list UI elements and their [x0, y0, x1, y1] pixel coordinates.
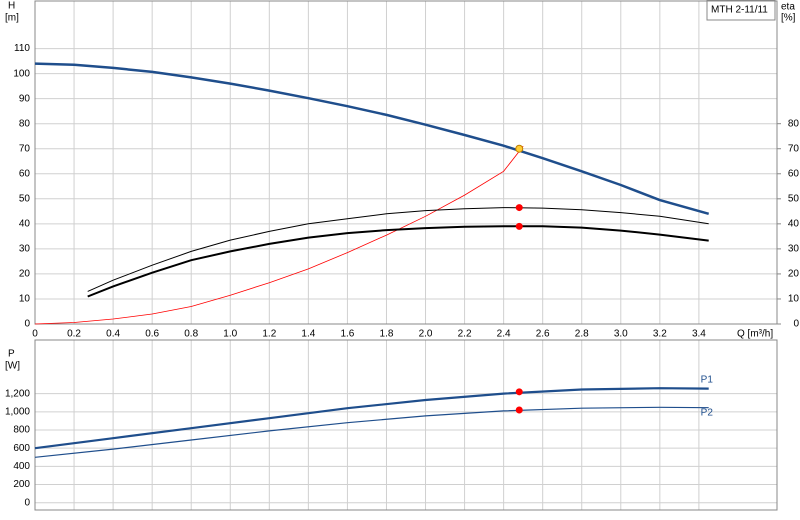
series-label: P2	[701, 407, 714, 418]
x-tick-label: 2.4	[497, 329, 511, 340]
x-tick-label: 1.2	[262, 329, 276, 340]
eta-axis-label: eta	[781, 2, 795, 13]
series-label: P1	[701, 374, 714, 385]
duty-point	[515, 204, 523, 212]
y-tick-label: 70	[19, 143, 31, 154]
y2-tick-label: 10	[788, 294, 800, 305]
chart-title: MTH 2-11/11	[711, 5, 768, 16]
x-tick-label: 1.8	[380, 329, 394, 340]
p-axis-unit: [W]	[5, 361, 20, 372]
y2-tick-label: 80	[788, 118, 800, 129]
x-tick-label: 1.6	[340, 329, 354, 340]
y-tick-label: 40	[19, 218, 31, 229]
y-tick-label: 60	[19, 168, 31, 179]
y-tick-label: 1,200	[5, 388, 30, 399]
y-tick-label: 0	[24, 319, 30, 330]
y-tick-label: 200	[13, 479, 30, 490]
x-tick-label: 3.2	[653, 329, 667, 340]
y-tick-label: 90	[19, 93, 31, 104]
y-tick-label: 800	[13, 425, 30, 436]
y-tick-label: 30	[19, 244, 31, 255]
x-tick-label: 0.2	[67, 329, 81, 340]
eta-axis-unit: [%]	[781, 13, 796, 24]
curve	[34, 387, 709, 450]
p-axis-label: P	[8, 349, 15, 360]
y-tick-label: 80	[19, 118, 31, 129]
x-tick-label: 3.4	[692, 329, 706, 340]
x-tick-label: 2.6	[536, 329, 550, 340]
h-axis-unit: [m]	[5, 13, 19, 24]
curve	[87, 225, 709, 298]
y2-tick-label: 30	[788, 244, 800, 255]
y2-tick-label: 70	[788, 143, 800, 154]
duty-point	[515, 222, 523, 230]
y-tick-label: 20	[19, 269, 31, 280]
curve	[34, 406, 709, 458]
y-tick-label: 10	[19, 294, 31, 305]
plot-frame	[34, 0, 778, 325]
y2-tick-label: 0	[793, 319, 799, 330]
x-tick-label: 2.2	[458, 329, 472, 340]
x-tick-label: 3.0	[614, 329, 628, 340]
x-tick-label: 1.4	[301, 329, 315, 340]
y-tick-label: 100	[13, 68, 30, 79]
q-axis-label: Q [m³/h]	[737, 329, 773, 340]
plot-frame	[34, 339, 778, 511]
x-tick-label: 0.8	[184, 329, 198, 340]
y-tick-label: 50	[19, 193, 31, 204]
y2-tick-label: 20	[788, 269, 800, 280]
curve	[87, 207, 709, 292]
x-tick-label: 1.0	[223, 329, 237, 340]
duty-point	[515, 144, 524, 153]
h-axis-label: H	[8, 1, 15, 12]
y-tick-label: 1,000	[5, 406, 30, 417]
y-tick-label: 400	[13, 461, 30, 472]
title-box	[706, 0, 776, 21]
y-tick-label: 110	[14, 43, 30, 54]
y2-tick-label: 40	[788, 218, 800, 229]
y-tick-label: 0	[24, 497, 30, 508]
y-tick-label: 600	[13, 443, 30, 454]
y2-tick-label: 60	[788, 168, 800, 179]
x-tick-label: 2.0	[419, 329, 433, 340]
curve	[34, 62, 710, 216]
duty-point	[515, 406, 523, 414]
x-tick-label: 2.8	[575, 329, 589, 340]
x-tick-label: 0.4	[106, 329, 120, 340]
duty-point	[515, 388, 523, 396]
curve	[34, 145, 524, 325]
x-tick-label: 0.6	[145, 329, 159, 340]
x-tick-label: 0	[32, 329, 38, 340]
y2-tick-label: 50	[788, 193, 800, 204]
